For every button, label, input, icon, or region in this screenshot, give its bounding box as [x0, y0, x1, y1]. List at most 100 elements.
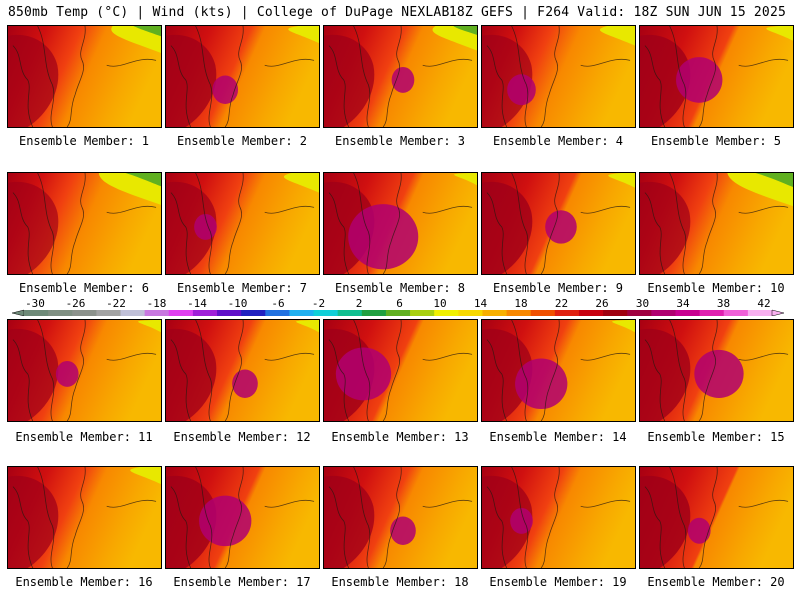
- map-outline: [12, 486, 34, 568]
- colorbar-tick-label: 22: [554, 297, 569, 310]
- map-outline: [170, 486, 192, 568]
- map-outline: [422, 58, 473, 67]
- ensemble-map-panel: [481, 25, 636, 128]
- map-outline: [580, 205, 631, 214]
- map-outline: [12, 45, 34, 127]
- colorbar-swatch: [313, 310, 339, 316]
- panel-caption: Ensemble Member: 2: [176, 134, 308, 148]
- colorbar-swatch: [96, 310, 122, 316]
- map-outline: [264, 352, 315, 361]
- map-outline: [224, 26, 244, 127]
- map-outline: [511, 173, 529, 274]
- colorbar-swatch: [241, 310, 266, 316]
- extreme-heat-area: [676, 57, 723, 103]
- cool-area: [283, 173, 319, 193]
- colorbar-swatch: [265, 310, 290, 316]
- extreme-heat-area: [212, 75, 239, 104]
- colorbar-tick-label: 14: [473, 297, 488, 310]
- colorbar-tick-label: -10: [227, 297, 248, 310]
- map-outline: [106, 499, 157, 508]
- map-outline: [195, 467, 213, 568]
- colorbar-tick-label: -22: [106, 297, 126, 310]
- map-outline: [328, 339, 350, 421]
- colorbar-swatch: [192, 310, 218, 316]
- colorbar-swatch: [627, 310, 652, 316]
- ensemble-map-panel: [323, 172, 478, 275]
- map-outline: [170, 192, 192, 274]
- map-outline: [486, 45, 508, 127]
- map-outline: [580, 58, 631, 67]
- map-outline: [382, 173, 402, 274]
- panel-caption: Ensemble Member: 14: [489, 430, 627, 444]
- panel-caption: Ensemble Member: 9: [492, 281, 624, 295]
- map-outline: [698, 320, 718, 421]
- chart-title: 850mb Temp (°C) | Wind (kts) | College o…: [8, 5, 450, 20]
- cool-area: [432, 26, 477, 51]
- colorbar-swatch: [361, 310, 387, 316]
- colorbar-tick-label: 42: [757, 297, 771, 310]
- cool-area: [138, 320, 161, 333]
- colorbar-swatch: [482, 310, 508, 316]
- ensemble-map-panel: [481, 466, 636, 569]
- ensemble-map-panel: [323, 25, 478, 128]
- map-outline: [353, 26, 371, 127]
- cool-area: [612, 320, 635, 333]
- temperature-colorbar: [0, 296, 800, 316]
- model-valid-time: 18Z GEFS | F264 Valid: 18Z SUN JUN 15 20…: [448, 5, 786, 20]
- colorbar-tick-label: 26: [595, 297, 609, 310]
- panel-caption: Ensemble Member: 17: [173, 575, 311, 589]
- cool-area: [454, 173, 477, 186]
- panel-caption: Ensemble Member: 15: [647, 430, 785, 444]
- map-outline: [698, 26, 718, 127]
- panel-caption: Ensemble Member: 20: [647, 575, 785, 589]
- coolest-area: [125, 173, 161, 187]
- panel-caption: Ensemble Member: 4: [492, 134, 624, 148]
- colorbar-swatch: [120, 310, 146, 316]
- map-outline: [66, 26, 86, 127]
- map-outline: [12, 339, 34, 421]
- coolest-area: [133, 26, 161, 37]
- colorbar-tick-label: 38: [716, 297, 731, 310]
- colorbar-swatch: [168, 310, 194, 316]
- cool-area: [98, 173, 161, 205]
- colorbar-tick-label: 30: [635, 297, 650, 310]
- panel-caption: Ensemble Member: 5: [650, 134, 782, 148]
- colorbar-swatch: [723, 310, 749, 316]
- coolest-area: [755, 173, 793, 187]
- ensemble-map-panel: [639, 466, 794, 569]
- map-outline: [353, 173, 371, 274]
- map-outline: [669, 467, 687, 568]
- ensemble-map-panel: [639, 25, 794, 128]
- map-outline: [195, 26, 213, 127]
- colorbar-swatch: [72, 310, 97, 316]
- panel-caption: Ensemble Member: 12: [173, 430, 311, 444]
- ensemble-map-panel: [481, 319, 636, 422]
- map-outline: [644, 45, 666, 127]
- map-outline: [195, 320, 213, 421]
- colorbar-min-arrow: [11, 309, 25, 316]
- extreme-heat-area: [55, 360, 79, 387]
- map-outline: [224, 320, 244, 421]
- ensemble-map-panel: [165, 466, 320, 569]
- map-outline: [422, 499, 473, 508]
- map-outline: [382, 467, 402, 568]
- map-outline: [224, 173, 244, 274]
- colorbar-swatch: [651, 310, 676, 316]
- map-outline: [511, 320, 529, 421]
- colorbar-tick-label: 34: [676, 297, 690, 310]
- map-outline: [170, 45, 192, 127]
- map-outline: [644, 486, 666, 568]
- map-outline: [644, 192, 666, 274]
- extreme-heat-area: [694, 349, 744, 398]
- map-outline: [264, 205, 315, 214]
- colorbar-tick-label: 2: [355, 297, 363, 310]
- ensemble-map-panel: [639, 172, 794, 275]
- extreme-heat-area: [515, 358, 568, 409]
- colorbar-swatch: [458, 310, 483, 316]
- ensemble-map-panel: [639, 319, 794, 422]
- colorbar-tick-label: -14: [187, 297, 207, 310]
- cool-area: [599, 26, 635, 46]
- colorbar-swatch: [410, 310, 435, 316]
- panel-caption: Ensemble Member: 10: [647, 281, 785, 295]
- map-outline: [540, 320, 560, 421]
